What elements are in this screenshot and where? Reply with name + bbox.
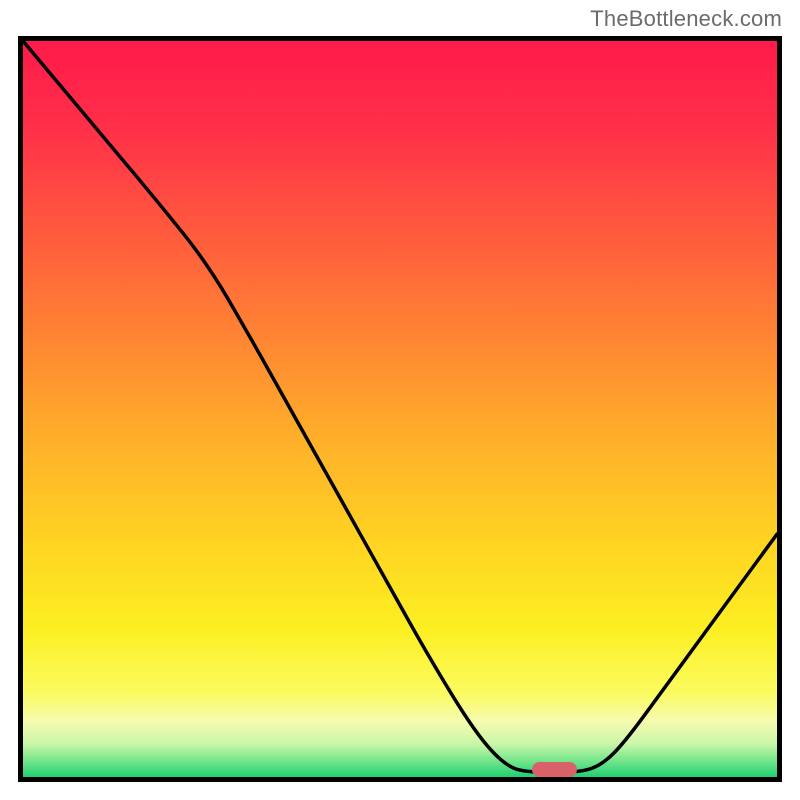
watermark-text: TheBottleneck.com (590, 6, 782, 32)
bottleneck-chart (18, 36, 782, 782)
bottleneck-curve (23, 41, 777, 777)
optimal-marker (532, 762, 577, 777)
